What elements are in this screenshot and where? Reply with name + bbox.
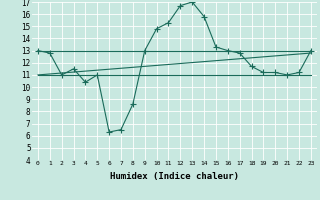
X-axis label: Humidex (Indice chaleur): Humidex (Indice chaleur)	[110, 172, 239, 181]
